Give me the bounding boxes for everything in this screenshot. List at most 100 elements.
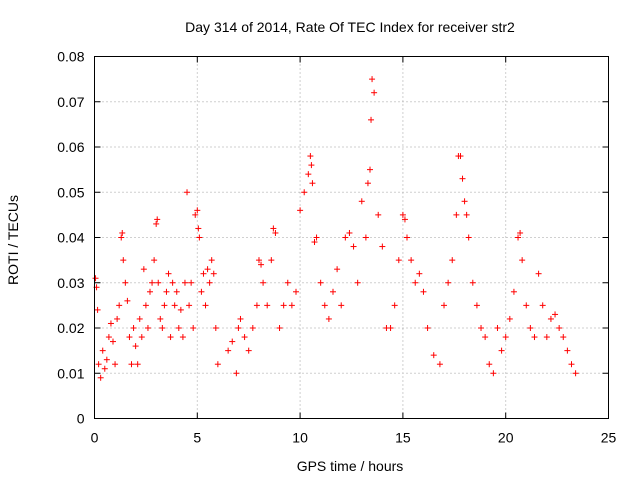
data-point <box>214 361 221 368</box>
grid-lines <box>94 56 609 419</box>
data-point <box>517 229 524 236</box>
y-tick-label: 0.06 <box>57 139 84 155</box>
data-point <box>313 234 320 241</box>
data-point <box>292 288 299 295</box>
data-point <box>350 243 357 250</box>
data-point <box>107 320 114 327</box>
data-point <box>149 279 156 286</box>
data-point <box>358 198 365 205</box>
x-tick-label: 0 <box>91 430 99 446</box>
data-point <box>568 361 575 368</box>
data-point <box>142 302 149 309</box>
data-point <box>122 279 129 286</box>
data-point <box>311 239 318 246</box>
data-point <box>237 315 244 322</box>
data-point <box>307 153 314 160</box>
data-point <box>165 270 172 277</box>
data-point <box>502 334 509 341</box>
data-point <box>284 279 291 286</box>
data-point <box>120 257 127 264</box>
data-point <box>321 302 328 309</box>
data-point <box>369 76 376 83</box>
data-point <box>97 374 104 381</box>
data-point <box>461 198 468 205</box>
x-axis-label: GPS time / hours <box>297 458 404 474</box>
data-point <box>308 162 315 169</box>
data-point <box>167 334 174 341</box>
data-point <box>401 216 408 223</box>
data-point <box>527 325 534 331</box>
data-point <box>420 288 427 295</box>
data-point <box>245 347 252 354</box>
data-point <box>110 338 117 345</box>
data-point <box>258 261 265 268</box>
data-point <box>560 334 567 341</box>
data-point <box>463 211 470 218</box>
data-point <box>523 302 530 309</box>
data-point <box>430 352 437 359</box>
x-tick-label: 25 <box>601 430 617 446</box>
x-tick-label: 20 <box>498 430 514 446</box>
data-point <box>202 302 209 309</box>
data-point <box>334 266 341 273</box>
data-point <box>200 270 207 277</box>
data-point <box>543 334 550 341</box>
data-point <box>473 302 480 309</box>
data-point <box>547 315 554 322</box>
data-point <box>194 207 201 214</box>
data-point <box>99 347 106 354</box>
y-tick-label: 0.05 <box>57 184 84 200</box>
data-point <box>329 288 336 295</box>
data-point <box>195 225 202 232</box>
chart-title: Day 314 of 2014, Rate Of TEC Index for r… <box>185 19 515 35</box>
data-point <box>469 279 476 286</box>
data-point <box>136 315 143 322</box>
data-point <box>130 325 137 331</box>
data-point <box>233 370 240 377</box>
data-point <box>515 234 522 241</box>
data-point <box>272 229 279 236</box>
data-point <box>188 279 195 286</box>
data-point <box>367 166 374 173</box>
data-point <box>288 302 295 309</box>
data-point <box>147 288 154 295</box>
data-point <box>126 334 133 341</box>
y-tick-label: 0.01 <box>57 365 84 381</box>
data-point <box>268 257 275 264</box>
y-axis-label: ROTI / TECUs <box>5 195 21 285</box>
data-point <box>408 257 415 264</box>
y-tick-label: 0.07 <box>57 94 84 110</box>
x-tick-label: 5 <box>193 430 201 446</box>
data-point <box>539 302 546 309</box>
data-point <box>204 266 211 273</box>
data-point <box>368 116 375 123</box>
data-point <box>375 211 382 218</box>
data-point <box>119 229 126 236</box>
data-point <box>379 243 386 250</box>
data-point <box>264 302 271 309</box>
data-point <box>338 302 345 309</box>
data-point <box>153 220 160 227</box>
data-point <box>364 180 371 187</box>
data-point <box>362 234 369 241</box>
data-point <box>186 302 193 309</box>
data-point <box>155 279 162 286</box>
data-point <box>138 334 145 341</box>
data-point <box>342 234 349 241</box>
data-point <box>317 279 324 286</box>
data-points <box>92 76 579 381</box>
data-point <box>208 257 215 264</box>
data-point <box>391 302 398 309</box>
data-point <box>354 279 361 286</box>
data-point <box>387 325 394 331</box>
data-point <box>132 343 139 350</box>
data-point <box>506 315 513 322</box>
data-point <box>206 279 213 286</box>
y-tick-label: 0 <box>77 411 85 427</box>
data-point <box>478 325 485 331</box>
data-point <box>482 334 489 341</box>
data-point <box>556 325 563 331</box>
data-point <box>552 311 559 318</box>
